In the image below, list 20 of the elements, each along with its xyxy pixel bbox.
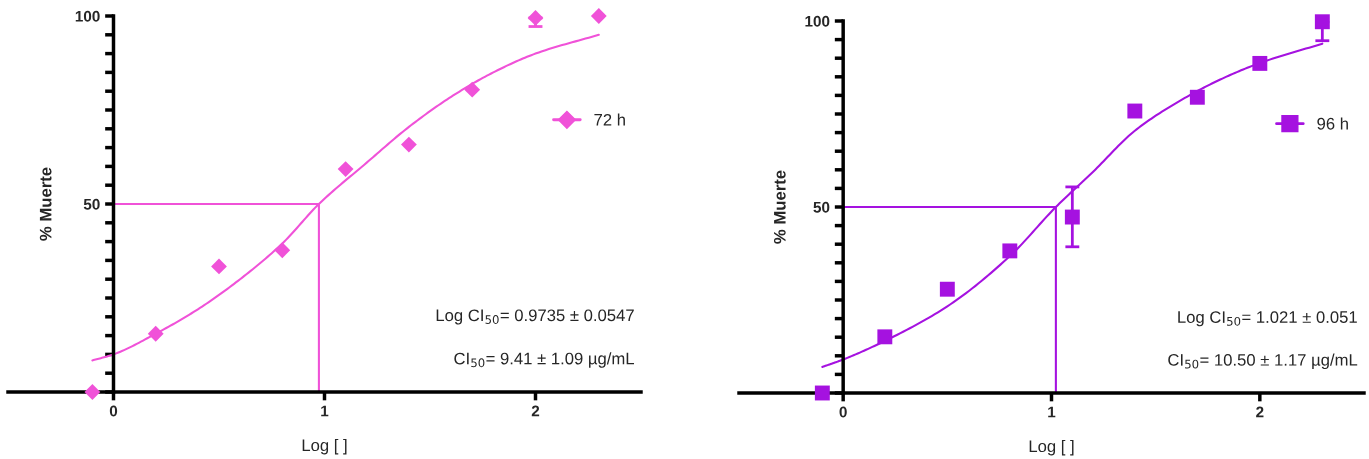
- y-tick-label: 50: [813, 201, 830, 213]
- legend-label: 96 h: [1317, 117, 1348, 130]
- x-tick-label: 1: [1048, 406, 1056, 418]
- x-tick-label: 0: [839, 406, 847, 418]
- x-tick-label: 1: [321, 405, 329, 417]
- legend-label: 72 h: [594, 113, 625, 126]
- annotation: CI$_{50}$= 9.41 ± 1.09 µg/mL: [454, 352, 635, 368]
- annotation: Log CI$_{50}$= 0.9735 ± 0.0547: [436, 309, 634, 325]
- x-tick-label: 2: [531, 405, 540, 417]
- y-tick-label: 100: [75, 10, 100, 22]
- x-axis-title: Log [ ]: [302, 438, 347, 455]
- x-axis-title: Log [ ]: [1029, 439, 1074, 456]
- x-tick-label: 2: [1256, 406, 1264, 418]
- annotation: CI$_{50}$= 10.50 ± 1.17 µg/mL: [1168, 353, 1358, 370]
- x-tick-label: 0: [109, 405, 118, 417]
- y-tick-label: 50: [83, 198, 100, 210]
- y-axis-title: % Muerte: [39, 167, 52, 241]
- y-axis-title: % Muerte: [773, 170, 786, 244]
- annotation: Log CI$_{50}$= 1.021 ± 0.051: [1178, 311, 1357, 327]
- y-tick-label: 100: [805, 15, 830, 27]
